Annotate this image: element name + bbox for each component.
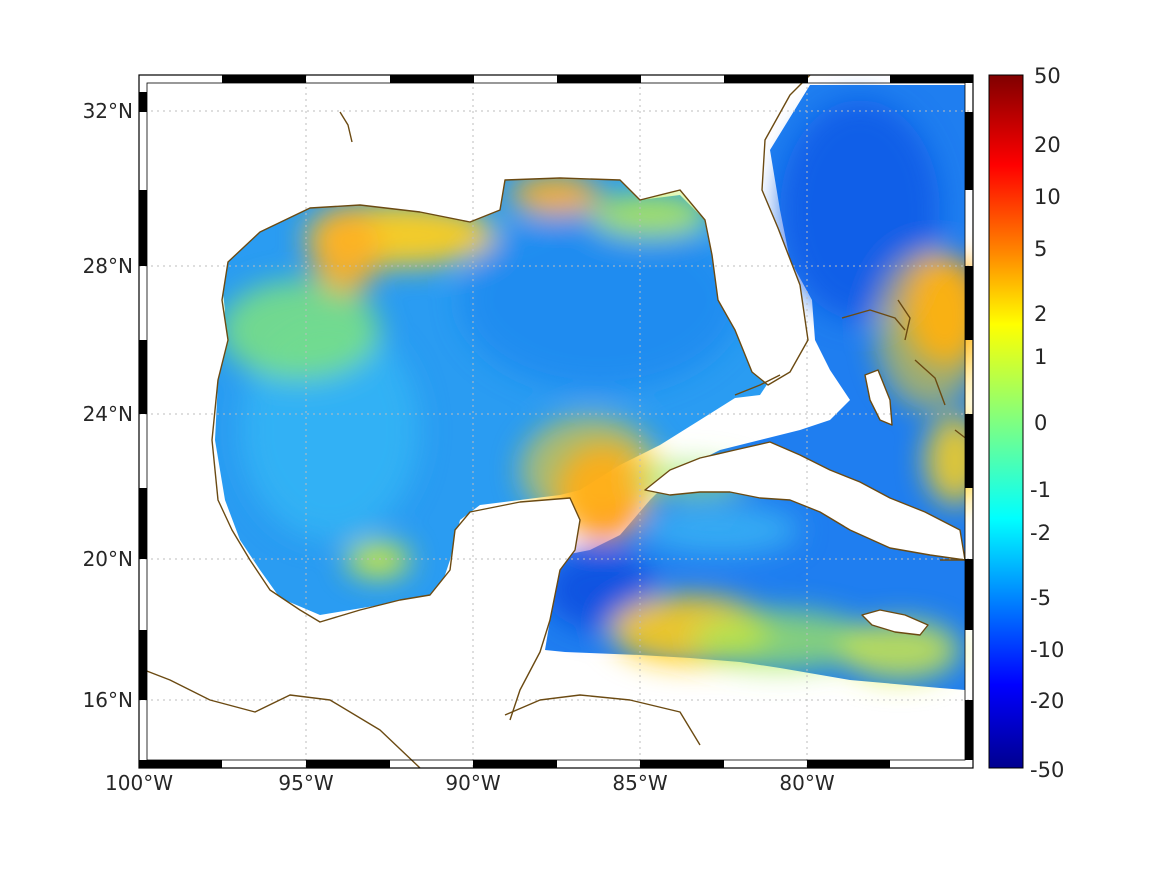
lat-label-16n: 16°N [83,688,133,712]
colorbar-label-minus-50: -50 [1030,758,1064,782]
colorbar-label-10: 10 [1034,185,1061,209]
frame-left-dark-4 [139,488,147,559]
colorbar-label-minus-1: -1 [1030,478,1051,502]
frame-top-dark-5 [890,75,973,83]
frame-right-dark-4 [965,559,973,630]
colorbar-gradient [988,74,1024,769]
colorbar-label-0: 0 [1034,411,1047,435]
ocean-data-field [139,75,973,768]
land-jamaica [862,610,928,635]
anomaly-bay-of-campeche-yellow [346,542,410,578]
land-andros-island [865,370,892,425]
frame-top-dark-4 [724,75,808,83]
anomaly-hispaniola-yellow [925,415,973,505]
frame-bottom-dark-3 [473,760,557,768]
coastline-andros [864,369,893,426]
frame-inner-border [146,82,966,761]
frame-right-dark-5 [965,700,973,760]
colorbar-label-20: 20 [1034,133,1061,157]
coastline-grand-bahama [841,309,906,331]
frame-bottom-dark-2 [306,760,390,768]
colorbar-label-5: 5 [1034,237,1047,261]
frame-left-dark-3 [139,340,147,414]
lat-axis-labels: 32°N 28°N 24°N 20°N 16°N [83,99,133,712]
land-cuba [645,442,965,560]
coastline-florida-keys [734,374,781,396]
colorbar-label-minus-10: -10 [1030,638,1064,662]
colorbar-label-50: 50 [1034,64,1061,88]
coastline-us-gulf [211,74,811,721]
coastlines [138,74,969,769]
frame-right-dark-1 [965,112,973,190]
frame-left-dark-2 [139,190,147,266]
frame-bottom-dark-1 [139,760,222,768]
frame-right-dark-3 [965,414,973,488]
map-frame [138,74,974,769]
frame-right-dark-2 [965,266,973,340]
anomaly-central-gulf-blue [460,210,740,390]
frame-top-dark-1 [222,75,306,83]
lon-label-90w: 90°W [445,771,500,795]
lon-label-95w: 95°W [278,771,333,795]
colorbar-label-minus-20: -20 [1030,689,1064,713]
lat-label-28n: 28°N [83,254,133,278]
anomaly-west-florida-shelf-green [590,193,710,237]
anomaly-yucatan-channel-rim-yellow [520,415,660,525]
colorbar-label-1: 1 [1034,345,1047,369]
coastline-lake [339,111,353,143]
map-plot-area [138,74,974,769]
lat-label-32n: 32°N [83,99,133,123]
coastline-eleuthera [914,359,946,406]
coastline-honduras [504,694,701,746]
lon-label-85w: 85°W [612,771,667,795]
frame-left-dark-5 [139,630,147,700]
lon-axis-labels: 100°W 95°W 90°W 85°W 80°W [105,771,835,795]
colorbar-label-minus-2: -2 [1030,521,1051,545]
graticule [139,75,973,768]
colorbar-label-minus-5: -5 [1030,586,1051,610]
anomaly-northwest-gulf-green [220,280,380,380]
lat-label-20n: 20°N [83,547,133,571]
coastline-abaco [897,299,911,341]
coastline-central-america [138,667,421,769]
lon-label-100w: 100°W [105,771,173,795]
anomaly-bahamas-east-yellow [875,250,973,410]
coastline-jamaica [861,609,929,636]
frame-bottom-dark-5 [807,760,890,768]
frame-top-dark-2 [390,75,474,83]
frame-bottom-dark-4 [640,760,724,768]
anomaly-mississippi-orange [510,175,600,215]
colorbar: 50 20 10 5 2 1 0 -1 -2 -5 -10 -20 -50 [988,64,1064,782]
frame-left-dark-1 [139,92,147,112]
colorbar-label-2: 2 [1034,302,1047,326]
anomaly-caribbean-south-green [690,610,870,670]
coastline-cuba [644,441,966,561]
anomaly-texas-shelf-orange [310,205,380,295]
lon-label-80w: 80°W [779,771,834,795]
colorbar-tick-labels: 50 20 10 5 2 1 0 -1 -2 -5 -10 -20 -50 [1030,64,1064,782]
frame-top-dark-3 [557,75,641,83]
lat-label-24n: 24°N [83,402,133,426]
anomaly-jamaica-south-yellow [840,620,960,680]
anomaly-cuba-south-cyan [640,505,800,555]
